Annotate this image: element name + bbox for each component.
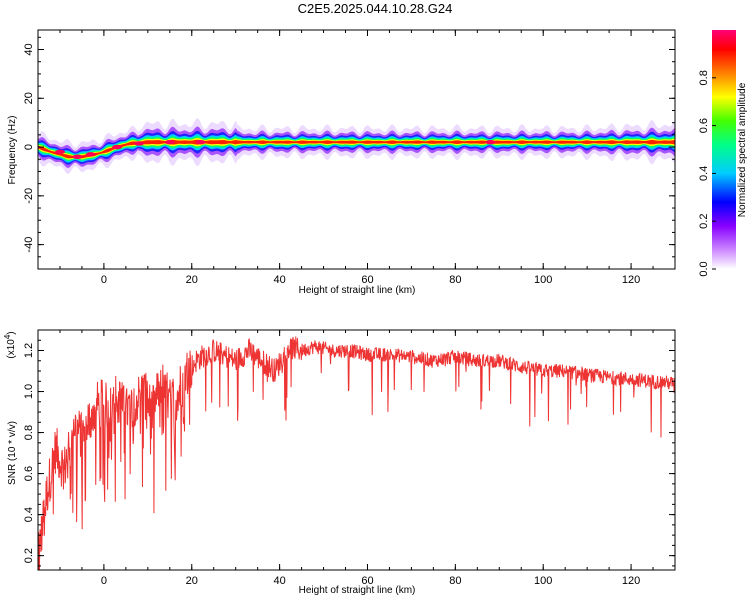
heatmap-x-tick-1: 20 — [186, 274, 198, 286]
heatmap-y-tick-0: -40 — [23, 237, 35, 253]
snr-y-label: SNR (10 * v/v) — [7, 421, 18, 485]
snr-x-tick-1: 20 — [186, 575, 198, 587]
colorbar-tick-2: 0.4 — [698, 166, 710, 181]
snr-y-tick-2: 0.6 — [23, 466, 35, 481]
snr-scale-factor: (x104) — [3, 331, 17, 358]
ridge-peak-7 — [485, 140, 495, 144]
snr-y-tick-1: 0.4 — [23, 507, 35, 522]
heatmap-y-tick-4: 40 — [23, 43, 35, 55]
ridge-peak-3 — [112, 145, 122, 149]
colorbar: 0.0 0.2 0.4 0.6 0.8 Normalized spectral ampl… — [698, 30, 748, 277]
figure-title: C2E5.2025.044.10.28.G24 — [298, 1, 453, 16]
heatmap-y-label: Frequency (Hz) — [7, 116, 18, 185]
snr-x-tick-5: 100 — [534, 575, 552, 587]
ridge-peak-2 — [86, 152, 96, 156]
colorbar-tick-3: 0.6 — [698, 118, 710, 133]
colorbar-gradient — [712, 30, 736, 269]
snr-y-tick-5: 1.2 — [23, 343, 35, 358]
colorbar-label: Normalized spectral amplitude — [737, 82, 748, 217]
heatmap-x-tick-5: 100 — [534, 274, 552, 286]
snr-background — [38, 330, 675, 570]
colorbar-tick-1: 0.2 — [698, 214, 710, 229]
heatmap-y-tick-2: 0 — [23, 144, 35, 150]
heatmap-x-label: Height of straight line (km) — [299, 285, 416, 296]
heatmap-x-tick-4: 80 — [449, 274, 461, 286]
ridge-peak-4 — [134, 141, 144, 145]
ridge-peak-5 — [165, 140, 175, 144]
ridge-peak-6 — [196, 140, 206, 144]
snr-x-tick-6: 120 — [622, 575, 640, 587]
snr-x-tick-4: 80 — [449, 575, 461, 587]
heatmap-y-tick-1: -20 — [23, 188, 35, 204]
snr-scale-prefix: (x10 — [6, 339, 17, 359]
snr-x-tick-0: 0 — [101, 575, 107, 587]
snr-scale-suffix: ) — [6, 331, 17, 334]
snr-x-label: Height of straight line (km) — [299, 585, 416, 596]
snr-y-tick-4: 1.0 — [23, 384, 35, 399]
ridge-peak-1 — [73, 155, 83, 159]
heatmap-x-tick-0: 0 — [101, 274, 107, 286]
snr-x-tick-2: 40 — [273, 575, 285, 587]
heatmap-y-tick-3: 20 — [23, 92, 35, 104]
svg-text:(x104): (x104) — [3, 331, 17, 358]
snr-y-tick-3: 0.8 — [23, 425, 35, 440]
ridge-peak-0 — [55, 150, 65, 154]
heatmap-x-tick-6: 120 — [622, 274, 640, 286]
colorbar-tick-0: 0.0 — [698, 261, 710, 276]
heatmap-x-tick-2: 40 — [273, 274, 285, 286]
colorbar-tick-4: 0.8 — [698, 70, 710, 85]
snr-y-tick-0: 0.2 — [23, 548, 35, 563]
